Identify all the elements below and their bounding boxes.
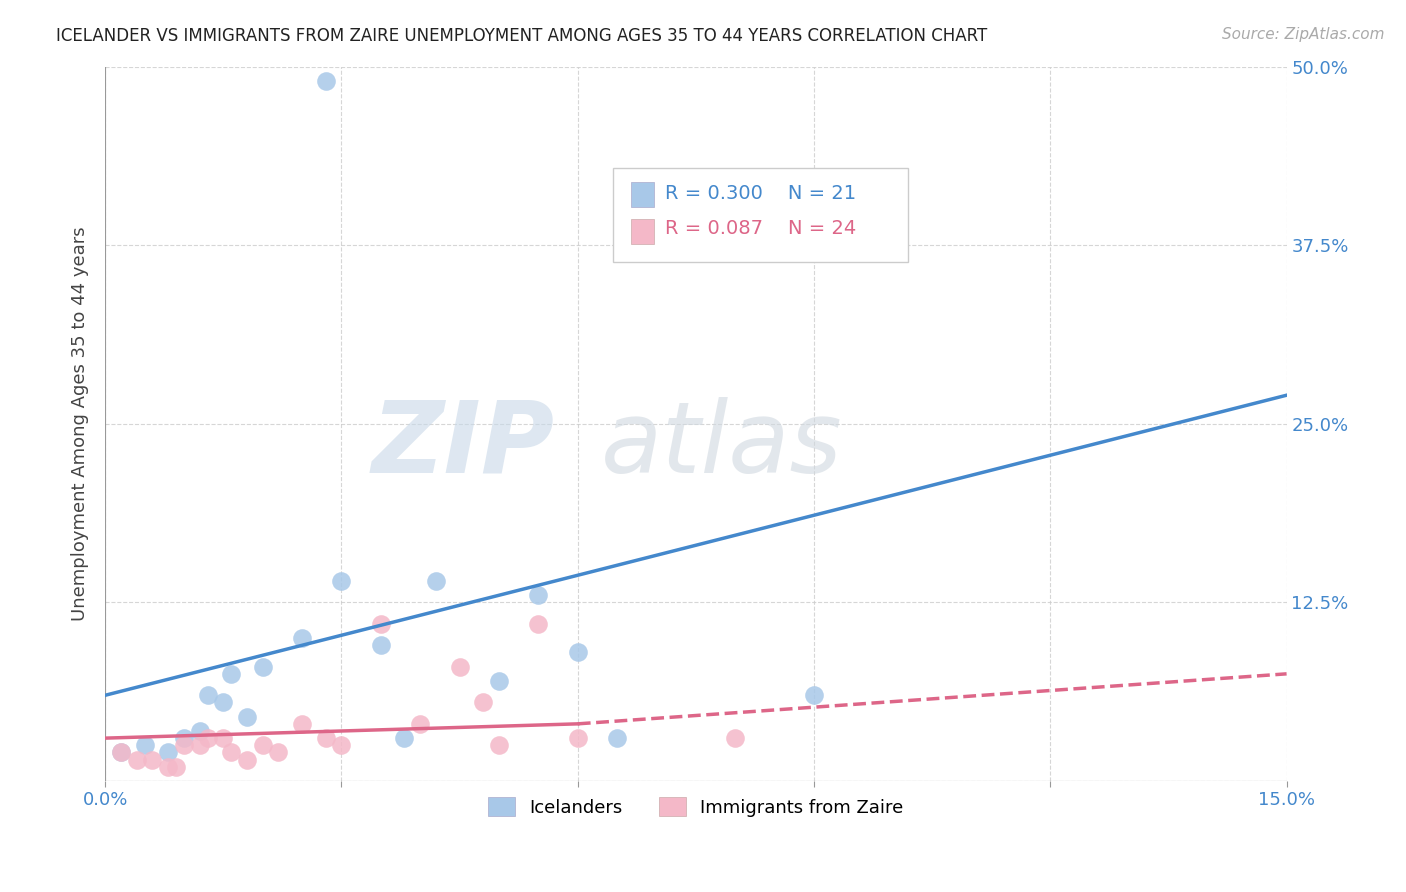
Text: ICELANDER VS IMMIGRANTS FROM ZAIRE UNEMPLOYMENT AMONG AGES 35 TO 44 YEARS CORREL: ICELANDER VS IMMIGRANTS FROM ZAIRE UNEMP… xyxy=(56,27,987,45)
Point xyxy=(315,74,337,88)
Point xyxy=(197,731,219,746)
Point xyxy=(409,716,432,731)
Point xyxy=(212,695,235,709)
Point xyxy=(252,739,274,753)
Legend: Icelanders, Immigrants from Zaire: Icelanders, Immigrants from Zaire xyxy=(479,789,912,826)
Point xyxy=(488,673,510,688)
Point xyxy=(252,659,274,673)
Point xyxy=(488,739,510,753)
Point xyxy=(125,753,148,767)
Point xyxy=(370,616,392,631)
Text: ZIP: ZIP xyxy=(371,397,554,494)
Point xyxy=(267,746,290,760)
Point xyxy=(219,666,242,681)
Point xyxy=(803,688,825,702)
Point xyxy=(141,753,163,767)
Point xyxy=(173,739,195,753)
Point xyxy=(724,731,747,746)
Point xyxy=(173,731,195,746)
Point xyxy=(315,731,337,746)
Text: R = 0.300    N = 21: R = 0.300 N = 21 xyxy=(665,184,856,202)
Point xyxy=(291,716,314,731)
Y-axis label: Unemployment Among Ages 35 to 44 years: Unemployment Among Ages 35 to 44 years xyxy=(72,227,89,621)
Text: Source: ZipAtlas.com: Source: ZipAtlas.com xyxy=(1222,27,1385,42)
Point xyxy=(212,731,235,746)
Point xyxy=(157,746,180,760)
Point xyxy=(188,723,211,738)
Point xyxy=(394,731,416,746)
Point xyxy=(165,760,187,774)
Point xyxy=(472,695,495,709)
Point xyxy=(197,688,219,702)
Point xyxy=(330,574,353,588)
Point xyxy=(370,638,392,652)
Point xyxy=(188,739,211,753)
Point xyxy=(110,746,132,760)
Point xyxy=(219,746,242,760)
Point xyxy=(291,631,314,645)
Text: R = 0.087    N = 24: R = 0.087 N = 24 xyxy=(665,219,856,238)
Point xyxy=(110,746,132,760)
Point xyxy=(527,588,550,602)
Point xyxy=(567,645,589,659)
Point xyxy=(157,760,180,774)
Point xyxy=(567,731,589,746)
Point xyxy=(449,659,471,673)
Point xyxy=(134,739,156,753)
Point xyxy=(425,574,447,588)
Point xyxy=(236,753,259,767)
Text: atlas: atlas xyxy=(602,397,844,494)
Point xyxy=(330,739,353,753)
Point xyxy=(236,709,259,723)
Point xyxy=(527,616,550,631)
Point xyxy=(606,731,628,746)
